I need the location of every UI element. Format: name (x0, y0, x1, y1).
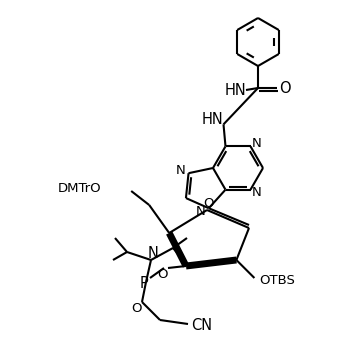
Text: O: O (279, 81, 291, 95)
Text: O: O (131, 302, 141, 315)
Text: CN: CN (192, 319, 213, 333)
Text: N: N (196, 205, 206, 218)
Text: O: O (158, 267, 168, 280)
Text: P: P (140, 276, 148, 292)
Text: HN: HN (202, 112, 223, 127)
Text: HN: HN (224, 82, 246, 98)
Text: DMTrO: DMTrO (57, 181, 101, 194)
Text: N: N (176, 164, 185, 177)
Text: N: N (147, 247, 158, 261)
Text: OTBS: OTBS (260, 274, 295, 287)
Text: N: N (252, 137, 261, 150)
Text: O: O (203, 197, 213, 210)
Text: N: N (252, 186, 261, 199)
